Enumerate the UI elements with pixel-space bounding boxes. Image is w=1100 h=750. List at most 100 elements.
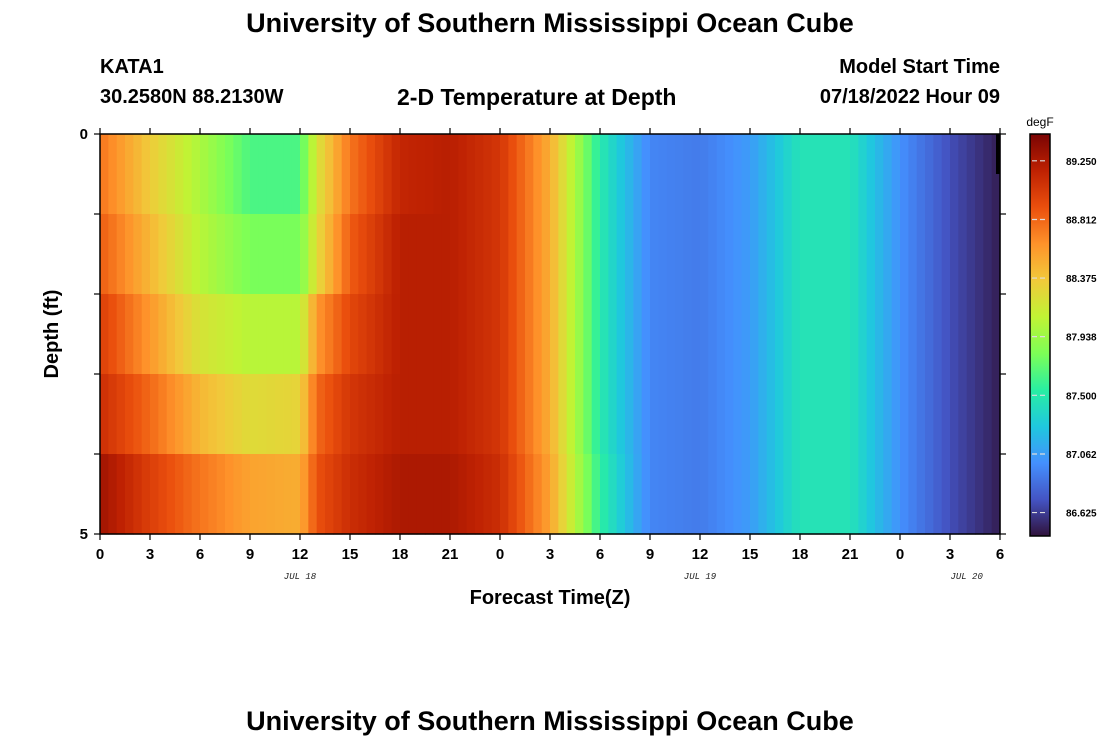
- heatmap-cell: [783, 454, 793, 535]
- heatmap-cell: [891, 294, 901, 375]
- heatmap-cell: [600, 374, 609, 455]
- heatmap-cell: [200, 214, 209, 295]
- model-start-value: 07/18/2022 Hour 09: [819, 86, 1000, 108]
- heatmap-cell: [875, 134, 884, 215]
- heatmap-cell: [900, 454, 909, 535]
- heatmap-cell: [641, 454, 651, 535]
- heatmap-cell: [950, 294, 959, 375]
- heatmap-cell: [825, 134, 834, 215]
- heatmap-cell: [408, 374, 418, 455]
- heatmap-cell: [908, 454, 918, 535]
- date-label: JUL 20: [950, 572, 983, 582]
- heatmap-cell: [291, 454, 301, 535]
- heatmap-cell: [141, 134, 151, 215]
- heatmap-cell: [491, 294, 501, 375]
- heatmap-cell: [658, 294, 668, 375]
- heatmap-cell: [141, 374, 151, 455]
- heatmap-cell: [533, 374, 543, 455]
- heatmap-cell: [666, 374, 676, 455]
- heatmap-cell: [725, 134, 734, 215]
- heatmap-cell: [933, 214, 943, 295]
- heatmap-cell: [516, 214, 526, 295]
- heatmap-cell: [458, 214, 468, 295]
- chart-subtitle: 2-D Temperature at Depth: [397, 84, 677, 110]
- heatmap-cell: [758, 294, 768, 375]
- heatmap-cell: [225, 214, 234, 295]
- heatmap-cell: [925, 214, 934, 295]
- heatmap-cell: [991, 374, 1001, 455]
- heatmap-cell: [441, 294, 451, 375]
- heatmap-cell: [158, 214, 168, 295]
- heatmap-cell: [166, 134, 176, 215]
- heatmap-cell: [675, 294, 684, 375]
- heatmap-cell: [983, 134, 993, 215]
- heatmap-cell: [783, 374, 793, 455]
- heatmap-cell: [658, 214, 668, 295]
- heatmap-cell: [883, 454, 893, 535]
- heatmap-cell: [766, 294, 776, 375]
- heatmap-cell: [866, 294, 876, 375]
- heatmap-cell: [341, 294, 351, 375]
- heatmap-cell: [325, 374, 334, 455]
- heatmap-cell: [616, 294, 626, 375]
- heatmap-cell: [466, 374, 476, 455]
- heatmap-cell: [125, 374, 134, 455]
- heatmap-cell: [316, 294, 326, 375]
- heatmap-cell: [850, 374, 859, 455]
- heatmap-cell: [733, 454, 743, 535]
- heatmap-cell: [941, 454, 951, 535]
- heatmap-cell: [766, 374, 776, 455]
- heatmap-cell: [400, 294, 409, 375]
- heatmap-cell: [958, 454, 968, 535]
- heatmap-cell: [941, 134, 951, 215]
- heatmap-cell: [941, 214, 951, 295]
- heatmap-cell: [650, 294, 659, 375]
- heatmap-cell: [758, 454, 768, 535]
- heatmap-cell: [908, 374, 918, 455]
- heatmap-cell: [200, 454, 209, 535]
- heatmap-cell: [575, 294, 584, 375]
- heatmap-cell: [275, 214, 284, 295]
- colorbar-unit: degF: [1026, 115, 1053, 129]
- heatmap-cell: [616, 374, 626, 455]
- heatmap-cell: [708, 214, 718, 295]
- heatmap-cell: [600, 294, 609, 375]
- heatmap-cell: [416, 454, 426, 535]
- heatmap-cell: [841, 214, 851, 295]
- heatmap-cell: [125, 454, 134, 535]
- heatmap-cell: [116, 374, 126, 455]
- heatmap-cell: [916, 134, 926, 215]
- heatmap-cell: [508, 294, 518, 375]
- heatmap-cell: [133, 134, 143, 215]
- heatmap-cell: [650, 374, 659, 455]
- heatmap-cell: [816, 134, 826, 215]
- heatmap-cell: [983, 374, 993, 455]
- heatmap-cell: [975, 294, 984, 375]
- heatmap-cell: [525, 214, 534, 295]
- heatmap-cell: [566, 374, 576, 455]
- heatmap-cell: [408, 454, 418, 535]
- heatmap-cell: [533, 294, 543, 375]
- heatmap-cell: [491, 374, 501, 455]
- heatmap-cell: [833, 214, 843, 295]
- heatmap-cell: [825, 294, 834, 375]
- heatmap-cell: [783, 294, 793, 375]
- heatmap-cell: [333, 214, 343, 295]
- heatmap-cell: [908, 134, 918, 215]
- heatmap-cell: [100, 294, 109, 375]
- heatmap-cell: [750, 374, 759, 455]
- heatmap-cell: [116, 214, 126, 295]
- heatmap-cell: [383, 374, 393, 455]
- heatmap-cell: [316, 374, 326, 455]
- heatmap-cell: [841, 294, 851, 375]
- heatmap-cell: [491, 214, 501, 295]
- heatmap-cell: [700, 294, 709, 375]
- heatmap-cell: [708, 294, 718, 375]
- heatmap-cell: [250, 374, 259, 455]
- heatmap-cell: [416, 294, 426, 375]
- heatmap-cell: [608, 374, 618, 455]
- heatmap-cell: [791, 214, 801, 295]
- heatmap-cell: [316, 214, 326, 295]
- heatmap-cell: [233, 374, 243, 455]
